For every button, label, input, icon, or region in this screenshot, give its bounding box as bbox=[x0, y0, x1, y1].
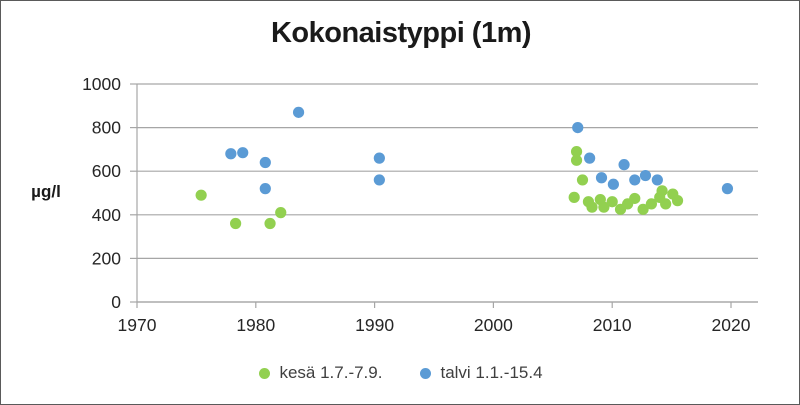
legend-item-kesa: kesä 1.7.-7.9. bbox=[259, 363, 382, 383]
data-point-talvi bbox=[259, 183, 271, 195]
data-point-talvi bbox=[292, 106, 305, 118]
legend: kesä 1.7.-7.9. talvi 1.1.-15.4 bbox=[1, 363, 799, 383]
data-point-kesa bbox=[264, 217, 276, 230]
talvi-marker-icon bbox=[420, 367, 432, 379]
data-point-kesa bbox=[576, 174, 589, 186]
data-point-talvi bbox=[225, 148, 237, 160]
legend-label-talvi: talvi 1.1.-15.4 bbox=[440, 363, 543, 382]
data-point-kesa bbox=[570, 154, 583, 166]
data-point-talvi bbox=[607, 178, 619, 190]
data-point-talvi bbox=[629, 174, 641, 186]
data-point-kesa bbox=[598, 201, 610, 213]
y-tick-label: 1000 bbox=[82, 74, 121, 94]
data-point-kesa bbox=[568, 191, 580, 203]
data-point-kesa bbox=[660, 198, 672, 210]
data-point-talvi bbox=[373, 174, 385, 186]
legend-label-kesa: kesä 1.7.-7.9. bbox=[279, 363, 383, 382]
data-point-kesa bbox=[275, 207, 287, 219]
data-point-talvi bbox=[639, 169, 652, 182]
data-point-talvi bbox=[651, 174, 663, 186]
data-point-kesa bbox=[671, 195, 684, 207]
data-point-kesa bbox=[586, 201, 598, 213]
data-point-talvi bbox=[373, 152, 385, 164]
kesa-marker-icon bbox=[259, 367, 271, 379]
y-tick-label: 200 bbox=[92, 248, 121, 268]
data-point-kesa bbox=[570, 145, 583, 158]
data-point-kesa bbox=[606, 196, 618, 208]
y-tick-label: 0 bbox=[111, 292, 121, 312]
x-tick-label: 2010 bbox=[593, 315, 632, 335]
legend-item-talvi: talvi 1.1.-15.4 bbox=[420, 363, 543, 383]
data-point-talvi bbox=[721, 183, 734, 195]
y-tick-label: 400 bbox=[92, 205, 121, 225]
x-tick-label: 1970 bbox=[118, 315, 157, 335]
data-point-kesa bbox=[637, 203, 649, 215]
x-tick-label: 1990 bbox=[355, 315, 394, 335]
data-point-talvi bbox=[572, 122, 584, 134]
data-point-kesa bbox=[195, 189, 207, 201]
x-tick-label: 1980 bbox=[236, 315, 275, 335]
data-point-talvi bbox=[618, 159, 630, 171]
plot-area: 0 200 400 600 800 1000 1970 1980 1990 2000 2010 202… bbox=[82, 74, 758, 335]
y-tick-label: 800 bbox=[92, 118, 121, 138]
y-axis-title: µg/l bbox=[31, 182, 61, 201]
x-tick-label: 2000 bbox=[474, 315, 513, 335]
data-point-talvi bbox=[595, 172, 608, 184]
data-point-kesa bbox=[629, 192, 641, 205]
data-point-talvi bbox=[584, 152, 596, 164]
data-point-talvi bbox=[259, 156, 271, 169]
chart-title: Kokonaistyppi (1m) bbox=[270, 17, 532, 49]
data-point-talvi bbox=[237, 147, 249, 159]
data-point-kesa bbox=[656, 185, 668, 197]
data-point-kesa bbox=[230, 217, 242, 230]
x-tick-label: 2020 bbox=[712, 315, 751, 335]
y-tick-label: 600 bbox=[92, 161, 121, 181]
data-point-kesa bbox=[645, 198, 658, 210]
